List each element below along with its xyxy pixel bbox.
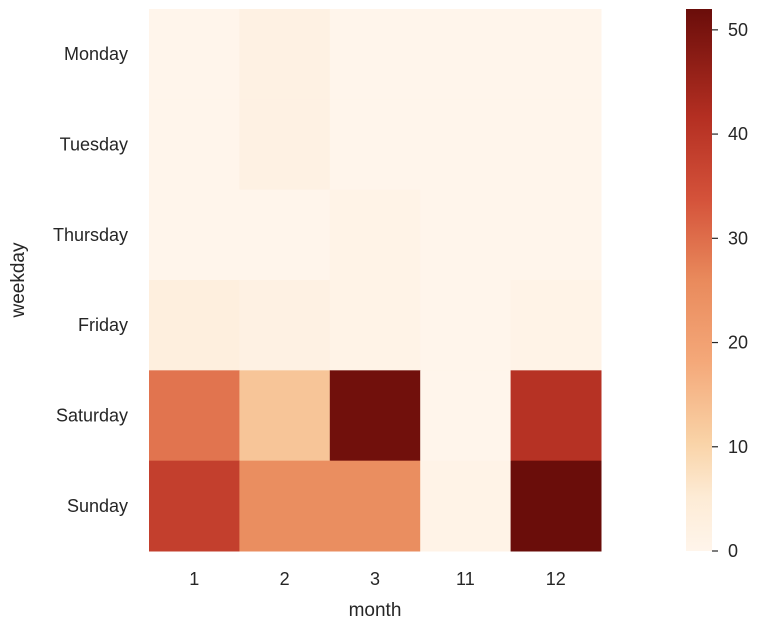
heatmap-cell xyxy=(239,99,331,191)
heatmap-cell xyxy=(510,460,602,552)
colorbar-tick-label: 30 xyxy=(728,228,748,248)
y-tick-label: Saturday xyxy=(56,406,128,426)
heatmap-cell xyxy=(329,280,421,371)
heatmap-cell xyxy=(510,189,602,281)
colorbar-ticks: 0 10 20 30 40 50 xyxy=(712,20,748,561)
y-axis-ticks: Monday Tuesday Thursday Friday Saturday Sunda… xyxy=(53,44,128,516)
heatmap-cell xyxy=(329,189,421,281)
heatmap-cell xyxy=(239,460,331,552)
y-axis-label: weekday xyxy=(8,242,29,318)
heatmap-cell xyxy=(329,370,421,462)
heatmap-cell xyxy=(149,370,240,462)
heatmap-cell xyxy=(149,280,240,371)
heatmap-cell xyxy=(239,370,331,462)
heatmap-cell xyxy=(149,460,240,552)
heatmap-cell xyxy=(420,99,512,191)
heatmap-cell xyxy=(420,460,512,552)
heatmap-cell xyxy=(420,189,512,281)
colorbar-tick-label: 40 xyxy=(728,124,748,144)
heatmap-cell xyxy=(510,99,602,191)
y-tick-label: Tuesday xyxy=(60,135,128,155)
heatmap-cell xyxy=(420,370,512,462)
heatmap-cells xyxy=(149,9,602,552)
heatmap-cell xyxy=(510,370,602,462)
heatmap-cell xyxy=(510,280,602,371)
x-axis-ticks: 1 2 3 11 12 xyxy=(189,569,566,589)
colorbar-tick-label: 10 xyxy=(728,437,748,457)
y-tick-label: Friday xyxy=(78,315,128,335)
heatmap-cell xyxy=(329,99,421,191)
heatmap-cell xyxy=(239,280,331,371)
x-tick-label: 2 xyxy=(280,569,290,589)
heatmap-cell xyxy=(149,99,240,191)
heatmap-cell xyxy=(510,9,602,100)
x-tick-label: 1 xyxy=(189,569,199,589)
heatmap-cell xyxy=(239,9,331,100)
x-tick-label: 3 xyxy=(370,569,380,589)
heatmap-cell xyxy=(149,189,240,281)
colorbar-tick-label: 0 xyxy=(728,541,738,561)
y-tick-label: Thursday xyxy=(53,225,128,245)
heatmap-cell xyxy=(329,460,421,552)
y-tick-label: Monday xyxy=(64,44,128,64)
heatmap-cell xyxy=(420,9,512,100)
colorbar xyxy=(686,9,712,551)
colorbar-tick-label: 20 xyxy=(728,333,748,353)
x-tick-label: 12 xyxy=(546,569,566,589)
colorbar-tick-label: 50 xyxy=(728,20,748,40)
x-axis-label: month xyxy=(349,600,402,621)
y-tick-label: Sunday xyxy=(67,496,128,516)
heatmap-cell xyxy=(329,9,421,100)
heatmap-cell xyxy=(149,9,240,100)
heatmap-cell xyxy=(239,189,331,281)
x-tick-label: 11 xyxy=(456,569,475,589)
heatmap-cell xyxy=(420,280,512,371)
